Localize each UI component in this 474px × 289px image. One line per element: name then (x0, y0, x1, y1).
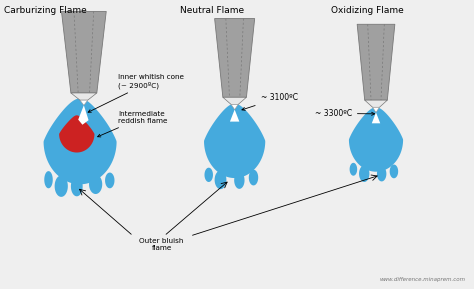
Polygon shape (359, 165, 369, 182)
Polygon shape (44, 171, 53, 188)
Polygon shape (89, 175, 102, 194)
Polygon shape (230, 110, 239, 122)
Polygon shape (390, 164, 398, 178)
Text: ~ 3300ºC: ~ 3300ºC (315, 109, 374, 118)
Polygon shape (71, 93, 97, 100)
Polygon shape (234, 172, 245, 189)
Polygon shape (62, 11, 106, 93)
Polygon shape (71, 176, 82, 196)
Polygon shape (350, 163, 357, 176)
Text: Inner whitish cone
(~ 2900ºC): Inner whitish cone (~ 2900ºC) (88, 74, 184, 112)
Polygon shape (215, 171, 227, 189)
Polygon shape (249, 170, 258, 186)
Polygon shape (215, 18, 255, 97)
Polygon shape (372, 112, 380, 123)
Polygon shape (80, 100, 88, 105)
Polygon shape (231, 104, 238, 110)
Polygon shape (349, 107, 403, 172)
Polygon shape (204, 168, 213, 182)
Polygon shape (204, 104, 265, 178)
Polygon shape (365, 100, 387, 107)
Polygon shape (59, 115, 94, 153)
Polygon shape (377, 166, 386, 181)
Polygon shape (44, 99, 117, 184)
Text: Carburizing Flame: Carburizing Flame (4, 6, 86, 15)
Polygon shape (78, 105, 89, 125)
Text: Neutral Flame: Neutral Flame (181, 6, 245, 15)
Text: Intermediate
reddish flame: Intermediate reddish flame (98, 111, 167, 137)
Polygon shape (373, 107, 379, 112)
Polygon shape (55, 175, 68, 197)
Text: ~ 3100ºC: ~ 3100ºC (242, 93, 298, 110)
Text: Outer bluish
flame: Outer bluish flame (139, 238, 184, 251)
Polygon shape (105, 173, 115, 188)
Text: Oxidizing Flame: Oxidizing Flame (331, 6, 404, 15)
Text: www.difference.minaprem.com: www.difference.minaprem.com (380, 277, 465, 282)
Polygon shape (357, 24, 395, 100)
Polygon shape (223, 97, 246, 104)
